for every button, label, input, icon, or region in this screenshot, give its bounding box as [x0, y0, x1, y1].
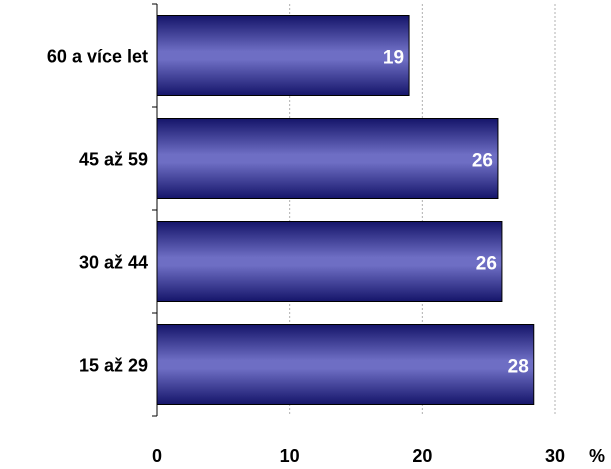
category-label-3: 15 až 29 — [79, 356, 148, 376]
category-label-1: 45 až 59 — [79, 150, 148, 170]
bar-2 — [156, 221, 503, 302]
category-label-0: 60 a více let — [47, 47, 148, 67]
bar-0 — [156, 15, 410, 96]
data-label-3: 28 — [508, 357, 529, 378]
x-tick-label-20: 20 — [412, 446, 432, 466]
x-tick-label-0: 0 — [152, 446, 162, 466]
axes — [152, 3, 158, 417]
labels: 19 60 a více let 26 45 až 59 26 30 až 44 28 15 … — [47, 47, 605, 467]
unit-label: % — [589, 446, 605, 466]
x-tick-label-30: 30 — [545, 446, 565, 466]
bar-3 — [156, 324, 535, 405]
data-label-0: 19 — [383, 48, 404, 69]
category-label-2: 30 až 44 — [79, 253, 148, 273]
bar-1 — [156, 118, 499, 199]
x-tick-label-10: 10 — [280, 446, 300, 466]
data-label-2: 26 — [476, 254, 497, 275]
data-label-1: 26 — [472, 151, 493, 172]
bars — [156, 15, 535, 405]
